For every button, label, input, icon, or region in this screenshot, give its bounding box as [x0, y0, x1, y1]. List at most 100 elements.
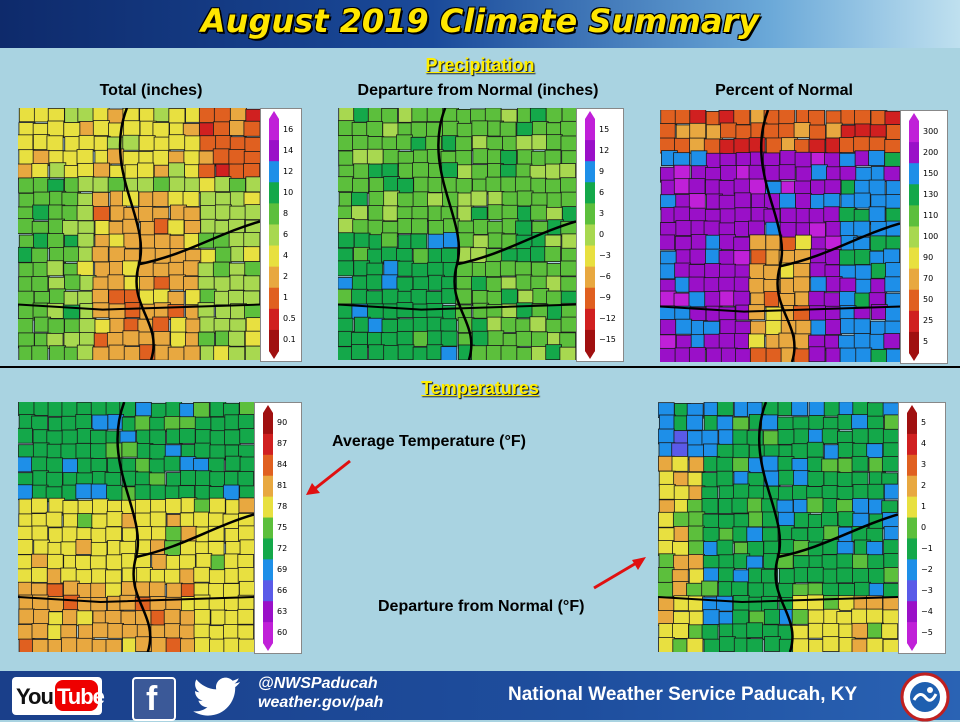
- county-cell: [823, 595, 840, 611]
- state-boundary: [779, 222, 901, 268]
- county-cell: [107, 274, 125, 291]
- county-cell: [882, 638, 900, 655]
- arrow-icon: [593, 557, 646, 590]
- county-cell: [76, 637, 93, 654]
- county-cell: [149, 444, 166, 460]
- county-cell: [94, 318, 112, 335]
- county-cell: [867, 428, 885, 444]
- county-cell: [675, 220, 693, 237]
- county-cell: [749, 347, 767, 364]
- county-map: [657, 400, 901, 655]
- county-cell: [747, 472, 765, 488]
- county-cell: [366, 148, 384, 165]
- county-cell: [546, 290, 563, 307]
- county-cell: [718, 429, 736, 446]
- legend-value: 15: [599, 124, 610, 134]
- county-cell: [77, 176, 95, 193]
- county-cell: [149, 596, 167, 612]
- county-cell: [137, 162, 155, 179]
- county-cell: [183, 276, 201, 292]
- social-handle[interactable]: @NWSPaducah: [258, 675, 378, 692]
- county-cell: [808, 622, 825, 639]
- county-cell: [412, 317, 430, 333]
- county-cell: [546, 192, 564, 209]
- county-cell: [105, 582, 122, 599]
- county-cell: [244, 204, 262, 221]
- county-cell: [546, 134, 563, 151]
- county-cell: [237, 471, 255, 487]
- county-cell: [764, 636, 781, 652]
- county-cell: [516, 190, 534, 207]
- county-cell: [501, 288, 518, 305]
- legend-swatch: [269, 203, 279, 225]
- state-boundary: [659, 305, 901, 313]
- county-cell: [486, 316, 504, 333]
- county-cell: [795, 193, 812, 209]
- county-cell: [244, 345, 262, 362]
- county-cell: [883, 539, 901, 555]
- county-cell: [808, 639, 826, 655]
- county-cell: [701, 498, 719, 514]
- county-cell: [868, 568, 885, 584]
- county-cell: [763, 608, 781, 625]
- county-cell: [351, 288, 368, 305]
- county-cell: [198, 163, 216, 180]
- county-cell: [31, 567, 48, 583]
- county-cell: [807, 609, 825, 626]
- county-cell: [793, 122, 811, 138]
- county-cell: [883, 248, 901, 265]
- legend-swatch: [585, 203, 595, 225]
- county-cell: [778, 568, 796, 585]
- county-cell: [148, 581, 166, 598]
- legend-value: 5: [921, 418, 927, 428]
- county-cell: [718, 333, 736, 349]
- county-cell: [839, 165, 857, 182]
- legend-value: 3: [599, 208, 605, 218]
- county-cell: [560, 120, 577, 137]
- legend-swatch: [585, 119, 595, 141]
- county-cell: [337, 218, 355, 234]
- county-cell: [560, 316, 578, 333]
- county-cell: [62, 500, 80, 516]
- county-cell: [687, 471, 705, 488]
- county-cell: [366, 274, 383, 291]
- county-cell: [243, 163, 261, 179]
- county-cell: [179, 568, 196, 585]
- county-cell: [228, 149, 246, 165]
- county-cell: [703, 567, 721, 584]
- county-cell: [455, 150, 473, 167]
- county-cell: [854, 249, 872, 265]
- website-link[interactable]: weather.gov/pah: [258, 694, 384, 711]
- twitter-icon[interactable]: [192, 676, 242, 718]
- county-cell: [151, 526, 168, 543]
- county-cell: [397, 344, 415, 361]
- county-cell: [90, 483, 108, 500]
- county-cell: [795, 319, 813, 336]
- county-cell: [75, 555, 92, 571]
- facebook-icon[interactable]: [132, 677, 176, 721]
- county-cell: [657, 540, 675, 556]
- county-cell: [716, 456, 734, 473]
- county-cell: [852, 567, 869, 584]
- county-cell: [244, 261, 262, 277]
- county-cell: [18, 608, 35, 625]
- county-cell: [716, 595, 733, 612]
- county-cell: [152, 122, 170, 138]
- county-cell: [777, 511, 795, 528]
- county-cell: [90, 541, 108, 558]
- legend-value: 9: [599, 166, 605, 176]
- county-cell: [90, 429, 107, 446]
- county-cell: [883, 483, 901, 500]
- county-cell: [822, 636, 840, 652]
- county-cell: [228, 330, 246, 347]
- legend-value: 10: [283, 187, 294, 197]
- county-cell: [397, 260, 415, 277]
- county-cell: [529, 107, 547, 124]
- legend-value: 14: [283, 145, 294, 155]
- state-boundary: [337, 303, 577, 311]
- county-cell: [808, 208, 826, 225]
- county-cell: [152, 191, 170, 207]
- county-cell: [516, 347, 534, 363]
- county-cell: [229, 120, 247, 136]
- county-cell: [31, 623, 49, 639]
